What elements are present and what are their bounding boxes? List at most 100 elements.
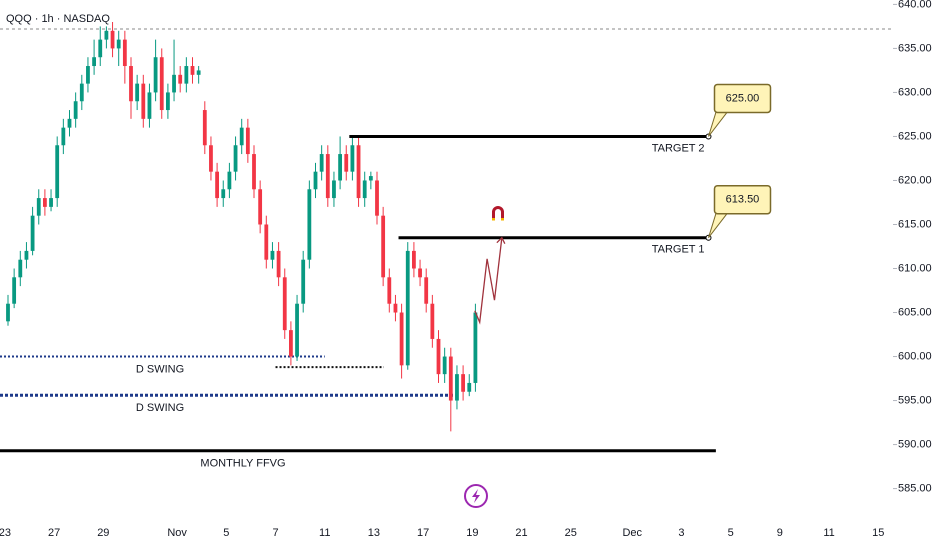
candle-body [252, 154, 256, 190]
projection-arrowhead [496, 236, 506, 244]
callout-label: 613.50 [726, 194, 760, 206]
candle-body [344, 154, 349, 172]
candle-body [61, 127, 66, 146]
candle-body [448, 356, 453, 401]
candle-body [215, 171, 219, 199]
callout-label: 625.00 [726, 92, 760, 104]
candle-body [276, 250, 281, 278]
candle-body [289, 330, 293, 357]
candle-body [412, 250, 416, 269]
x-tick-label: Dec [622, 527, 642, 539]
candle-body [399, 312, 404, 366]
x-tick-label: 15 [872, 527, 884, 539]
candle-body [393, 303, 398, 313]
candle-body [49, 198, 53, 207]
chart-title: QQQ · 1h · NASDAQ [6, 13, 110, 25]
candle-body [270, 250, 275, 260]
candle-body [332, 180, 336, 199]
candle-body [319, 154, 324, 172]
y-tick-label: 640.00 [898, 0, 932, 10]
candle-body [153, 57, 158, 93]
candle-body [24, 250, 29, 260]
candle-body [190, 66, 195, 75]
candle-body [92, 57, 96, 67]
candle-body [436, 338, 441, 375]
candle-body [122, 39, 127, 67]
x-tick-label: 7 [272, 527, 278, 539]
candle-body [209, 145, 213, 172]
candle-body [18, 259, 23, 278]
candle-body [73, 101, 78, 119]
projection-path [474, 237, 503, 325]
candle-body [362, 180, 367, 199]
candle-body [12, 277, 17, 304]
candle-body [135, 83, 140, 102]
candle-body [258, 189, 263, 225]
x-tick-label: 11 [823, 527, 834, 539]
candle-body [86, 66, 90, 84]
x-tick-label: 17 [417, 527, 429, 539]
y-tick-label: 605.00 [898, 306, 932, 318]
candle-body [116, 39, 121, 49]
y-tick-label: 625.00 [898, 130, 932, 142]
candle-body [350, 145, 355, 172]
y-tick-label: 585.00 [898, 482, 932, 494]
x-tick-label: 13 [368, 527, 380, 539]
candle-body [455, 374, 459, 401]
candle-body [245, 127, 250, 155]
y-tick-label: 595.00 [898, 394, 932, 406]
candle-body [313, 171, 318, 190]
candle-body [239, 127, 244, 146]
candle-body [6, 303, 10, 322]
y-tick-label: 620.00 [898, 174, 932, 186]
candle-body [178, 74, 183, 84]
candle-body [202, 110, 207, 146]
target-label: TARGET 2 [652, 142, 705, 154]
candle-body [172, 74, 176, 93]
x-tick-label: 5 [728, 527, 734, 539]
y-tick-label: 630.00 [898, 86, 932, 98]
candle-body [473, 312, 478, 383]
x-tick-label: 25 [565, 527, 577, 539]
candle-body [307, 189, 312, 260]
candle-body [104, 30, 109, 40]
candle-body [301, 259, 306, 304]
x-tick-label: 29 [97, 527, 109, 539]
lightning-icon[interactable] [464, 484, 488, 508]
candle-body [325, 154, 330, 199]
candle-body [196, 70, 201, 75]
candle-body [129, 66, 133, 102]
candle-body [79, 83, 84, 102]
candle-body [338, 154, 343, 181]
y-tick-label: 610.00 [898, 262, 932, 274]
candle-body [442, 356, 447, 375]
candle-body [282, 277, 287, 331]
candle-body [233, 145, 238, 172]
candle-body [55, 145, 60, 199]
candle-body [184, 66, 189, 84]
candle-body [387, 277, 392, 304]
candle-body [467, 382, 472, 392]
candle-body [221, 189, 226, 199]
candle-body [165, 92, 170, 111]
candle-body [461, 374, 466, 392]
x-tick-label: 9 [777, 527, 783, 539]
candle-body [381, 215, 386, 278]
candle-body [141, 83, 146, 119]
candle-body [36, 198, 41, 216]
x-tick-label: 5 [223, 527, 229, 539]
candle-body [159, 57, 164, 111]
x-tick-label: 21 [515, 527, 527, 539]
candle-body [430, 303, 435, 339]
x-tick-label: 19 [466, 527, 478, 539]
candle-body [356, 145, 361, 199]
zone-label: MONTHLY FFVG [200, 458, 285, 470]
magnet-icon [492, 206, 504, 221]
candle-body [110, 30, 115, 49]
y-tick-label: 615.00 [898, 218, 932, 230]
x-tick-label: 3 [678, 527, 684, 539]
x-tick-label: 23 [0, 527, 11, 539]
zone-label: D SWING [136, 363, 184, 375]
